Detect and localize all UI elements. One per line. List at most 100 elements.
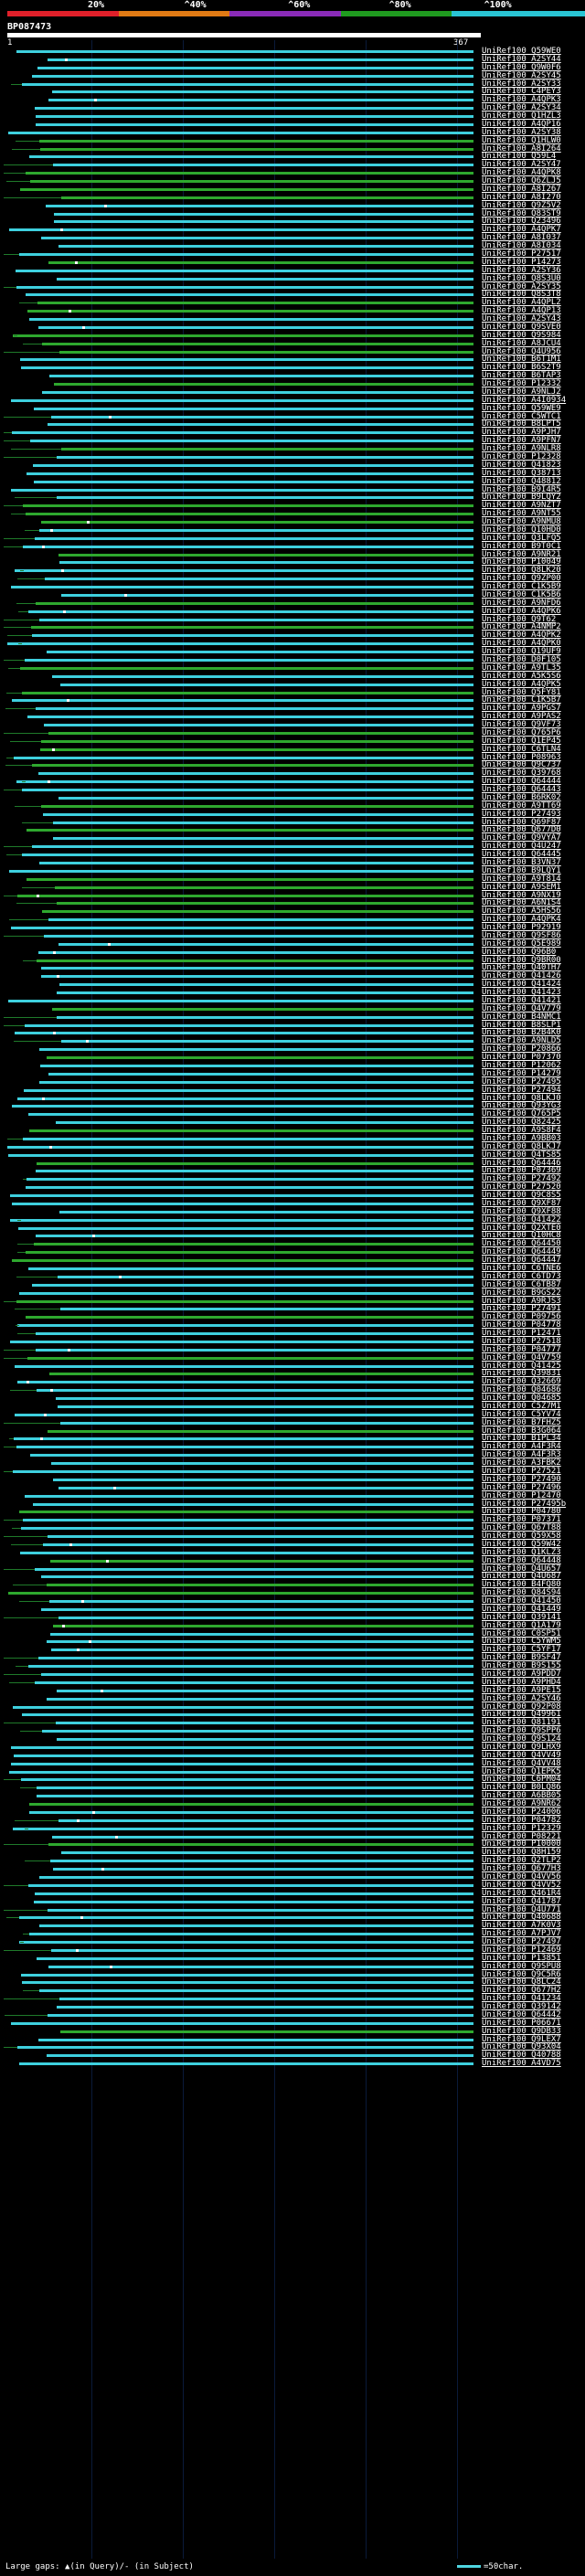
hit-alignment-bar[interactable] <box>37 1795 473 1798</box>
hit-accession-link[interactable]: UniRef100_P13851 <box>482 1953 561 1963</box>
hit-alignment-bar[interactable] <box>30 1454 473 1458</box>
hit-alignment-bar[interactable] <box>36 601 473 605</box>
hit-accession-link[interactable]: UniRef100_A9S8F4 <box>482 1126 561 1136</box>
hit-alignment-bar[interactable] <box>42 1730 473 1733</box>
hit-accession-link[interactable]: UniRef100_A8I037 <box>482 233 561 243</box>
hit-alignment-bar[interactable] <box>38 325 473 329</box>
hit-accession-link[interactable]: UniRef100_Q59W42 <box>482 1539 561 1549</box>
hit-accession-link[interactable]: UniRef100_C1K5B9 <box>482 582 561 592</box>
hit-alignment-bar[interactable] <box>34 407 473 410</box>
hit-alignment-bar[interactable] <box>12 1259 473 1263</box>
hit-alignment-bar[interactable] <box>19 2062 473 2066</box>
hit-alignment-bar[interactable] <box>50 1860 473 1863</box>
hit-accession-link[interactable]: UniRef100_A9NLR8 <box>482 444 561 454</box>
hit-alignment-bar[interactable] <box>57 496 473 500</box>
hit-alignment-bar[interactable] <box>58 553 473 557</box>
hit-alignment-bar[interactable] <box>17 894 473 897</box>
hit-alignment-bar[interactable] <box>56 1722 473 1725</box>
hit-accession-link[interactable]: UniRef100_A4QPK8 <box>482 168 561 178</box>
hit-accession-link[interactable]: UniRef100_Q9ZP00 <box>482 574 561 584</box>
hit-alignment-bar[interactable] <box>26 513 473 516</box>
hit-alignment-bar[interactable] <box>27 1178 473 1182</box>
hit-accession-link[interactable]: UniRef100_P08221 <box>482 1831 561 1841</box>
hit-accession-link[interactable]: UniRef100_A3FBK2 <box>482 1458 561 1468</box>
hit-accession-link[interactable]: UniRef100_A4QPK3 <box>482 95 561 105</box>
hit-accession-link[interactable]: UniRef100_Q9SF86 <box>482 930 561 940</box>
hit-alignment-bar[interactable] <box>51 1648 473 1652</box>
hit-accession-link[interactable]: UniRef100_Q9Z5V2 <box>482 200 561 210</box>
hit-accession-link[interactable]: UniRef100_A2SY46 <box>482 1693 561 1703</box>
hit-accession-link[interactable]: UniRef100_Q4VV48 <box>482 1758 561 1768</box>
hit-alignment-bar[interactable] <box>16 285 473 289</box>
hit-alignment-bar[interactable] <box>41 237 473 240</box>
hit-accession-link[interactable]: UniRef100_B6TAP3 <box>482 371 561 381</box>
hit-accession-link[interactable]: UniRef100_Q41450 <box>482 1596 561 1606</box>
hit-alignment-bar[interactable] <box>41 1607 473 1611</box>
hit-accession-link[interactable]: UniRef100_Q9VF73 <box>482 720 561 730</box>
hit-accession-link[interactable]: UniRef100_B2B4K0 <box>482 1028 561 1038</box>
hit-alignment-bar[interactable] <box>22 1981 473 1985</box>
hit-alignment-bar[interactable] <box>48 1908 473 1912</box>
hit-accession-link[interactable]: UniRef100_Q41422 <box>482 1214 561 1224</box>
hit-alignment-bar[interactable] <box>39 1924 473 1928</box>
hit-alignment-bar[interactable] <box>53 821 473 824</box>
hit-accession-link[interactable]: UniRef100_Q461R4 <box>482 1888 561 1898</box>
hit-accession-link[interactable]: UniRef100_Q3LFQ5 <box>482 533 561 543</box>
hit-alignment-bar[interactable] <box>16 50 473 53</box>
hit-alignment-bar[interactable] <box>39 1989 473 1993</box>
hit-alignment-bar[interactable] <box>15 1413 473 1416</box>
hit-alignment-bar[interactable] <box>57 2006 473 2009</box>
hit-alignment-bar[interactable] <box>39 1048 473 1052</box>
hit-accession-link[interactable]: UniRef100_A8I267 <box>482 184 561 194</box>
hit-accession-link[interactable]: UniRef100_B6T1M1 <box>482 355 561 365</box>
hit-alignment-bar[interactable] <box>31 626 473 630</box>
hit-accession-link[interactable]: UniRef100_Q1KLZ3 <box>482 1547 561 1557</box>
hit-alignment-bar[interactable] <box>54 212 473 216</box>
hit-alignment-bar[interactable] <box>44 724 473 727</box>
hit-alignment-bar[interactable] <box>20 187 473 191</box>
hit-accession-link[interactable]: UniRef100_P04778 <box>482 1320 561 1330</box>
hit-accession-link[interactable]: UniRef100_A9NR21 <box>482 549 561 559</box>
hit-accession-link[interactable]: UniRef100_P20866 <box>482 1044 561 1055</box>
hit-alignment-bar[interactable] <box>22 789 473 792</box>
hit-accession-link[interactable]: UniRef100_Q8LK20 <box>482 566 561 576</box>
hit-alignment-bar[interactable] <box>52 1835 473 1839</box>
hit-accession-link[interactable]: UniRef100_A4QPK6 <box>482 606 561 616</box>
hit-alignment-bar[interactable] <box>61 1040 473 1044</box>
hit-alignment-bar[interactable] <box>36 1170 473 1173</box>
hit-accession-link[interactable]: UniRef100_Q96B0 <box>482 947 557 957</box>
hit-accession-link[interactable]: UniRef100_A9NR62 <box>482 1799 561 1809</box>
hit-alignment-bar[interactable] <box>28 1665 473 1669</box>
hit-alignment-bar[interactable] <box>42 390 473 394</box>
hit-accession-link[interactable]: UniRef100_A6N1S4 <box>482 898 561 908</box>
hit-alignment-bar[interactable] <box>48 99 473 102</box>
hit-alignment-bar[interactable] <box>53 164 473 167</box>
hit-accession-link[interactable]: UniRef100_P14279 <box>482 1068 561 1078</box>
hit-accession-link[interactable]: UniRef100_A4NMP2 <box>482 622 561 632</box>
hit-alignment-bar[interactable] <box>11 488 473 492</box>
hit-accession-link[interactable]: UniRef100_A6BB05 <box>482 1791 561 1801</box>
hit-alignment-bar[interactable] <box>61 1851 473 1855</box>
hit-alignment-bar[interactable] <box>47 1056 473 1060</box>
hit-alignment-bar[interactable] <box>48 423 473 427</box>
hit-alignment-bar[interactable] <box>43 812 473 816</box>
hit-alignment-bar[interactable] <box>11 1745 473 1749</box>
hit-alignment-bar[interactable] <box>41 804 473 808</box>
hit-accession-link[interactable]: UniRef100_Q84S94 <box>482 1588 561 1598</box>
hit-alignment-bar[interactable] <box>52 90 473 94</box>
hit-accession-link[interactable]: UniRef100_A2SY35 <box>482 281 561 292</box>
hit-accession-link[interactable]: UniRef100_A8I034 <box>482 241 561 251</box>
hit-accession-link[interactable]: UniRef100_P04780 <box>482 1507 561 1517</box>
hit-alignment-bar[interactable] <box>36 115 473 119</box>
hit-alignment-bar[interactable] <box>26 1251 473 1255</box>
hit-accession-link[interactable]: UniRef100_Q32669 <box>482 1377 561 1387</box>
hit-accession-link[interactable]: UniRef100_A4QPL2 <box>482 298 561 308</box>
hit-accession-link[interactable]: UniRef100_Q38713 <box>482 468 561 478</box>
hit-alignment-bar[interactable] <box>21 1973 473 1977</box>
hit-alignment-bar[interactable] <box>11 398 473 402</box>
hit-accession-link[interactable]: UniRef100_Q9W0F6 <box>482 62 561 72</box>
hit-alignment-bar[interactable] <box>14 756 473 759</box>
hit-accession-link[interactable]: UniRef100_Q8S3U0 <box>482 273 561 283</box>
hit-alignment-bar[interactable] <box>51 415 473 419</box>
hit-accession-link[interactable]: UniRef100_A2SY45 <box>482 70 561 80</box>
